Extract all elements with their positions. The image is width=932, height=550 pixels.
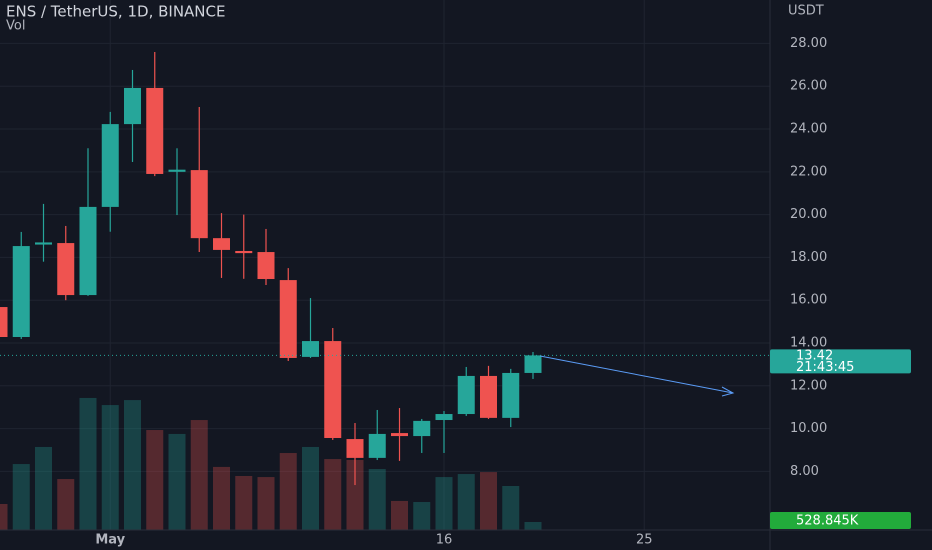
volume-bar [124, 400, 141, 530]
volume-bar [524, 522, 542, 530]
price-axis: 8.00 10.00 12.00 14.00 16.00 18.00 20.00 22.00 2… [770, 36, 911, 529]
last-price-label: 13.42 [796, 348, 833, 363]
volume-bar [35, 446, 52, 530]
candle-body [457, 375, 475, 415]
candle-body [324, 341, 342, 438]
candles [0, 51, 542, 486]
candle-body [124, 87, 141, 125]
y-tick-label: 26.00 [790, 79, 827, 94]
volume-bar [302, 446, 319, 530]
volume-bar [502, 485, 520, 530]
candle-body [0, 307, 8, 338]
x-tick-label: May [95, 533, 125, 548]
candle-body [79, 206, 97, 296]
candle-body [146, 87, 164, 174]
y-tick-label: 8.00 [790, 464, 819, 479]
candle-body [346, 439, 364, 458]
volume-bar [235, 476, 253, 530]
volume-bar [324, 459, 342, 530]
volume-bar [368, 469, 386, 530]
trend-arrow [539, 355, 734, 394]
volume-bar [57, 479, 75, 530]
countdown-label: 21:43:45 [796, 360, 854, 375]
y-tick-label: 22.00 [790, 164, 827, 179]
x-tick-label: 25 [636, 533, 653, 548]
candle-body [502, 372, 520, 418]
last-volume-label: 528.845K [796, 514, 859, 529]
volume-bar [190, 420, 208, 530]
volume-bar [391, 500, 408, 530]
last-volume-box [770, 512, 911, 529]
candle-body [302, 341, 319, 357]
volume-bar [413, 502, 431, 530]
volume-bar [480, 472, 497, 530]
axis-label: USDT [788, 4, 824, 19]
volume-bar [435, 477, 453, 530]
y-tick-label: 16.00 [790, 293, 827, 308]
last-price-box [770, 349, 911, 374]
volume-bar [257, 477, 275, 530]
candle-body [235, 250, 253, 254]
volume-bar [101, 405, 119, 530]
candle-body [57, 243, 75, 296]
candle-body [168, 169, 186, 172]
chart-title: ENS / TetherUS, 1D, BINANCE [6, 3, 225, 21]
x-tick-label: 16 [436, 533, 453, 548]
y-tick-label: 20.00 [790, 207, 827, 222]
volume-bar [146, 430, 164, 530]
candle-body [435, 414, 453, 421]
candle-body [279, 280, 297, 358]
candle-body [480, 375, 497, 418]
volume-bar [79, 397, 97, 530]
volume-bar [457, 474, 475, 530]
candle-body [257, 252, 275, 280]
candle-body [213, 238, 230, 250]
y-tick-label: 18.00 [790, 250, 827, 265]
trend-arrow-head [721, 386, 735, 397]
y-tick-label: 28.00 [790, 36, 827, 51]
candle-body [190, 170, 208, 239]
y-tick-label: 10.00 [790, 421, 827, 436]
volume-bar [346, 459, 364, 530]
candle-body [35, 242, 52, 245]
candle-body [101, 124, 119, 207]
candle-body [12, 246, 30, 338]
y-tick-label: 12.00 [790, 378, 827, 393]
volume-bar [213, 466, 230, 530]
volume-pane [0, 397, 542, 530]
grid [0, 0, 770, 530]
y-tick-label: 24.00 [790, 122, 827, 137]
volume-bar [0, 503, 8, 530]
candle-body [524, 355, 542, 373]
y-tick-label: 14.00 [790, 335, 827, 350]
volume-bar [168, 433, 186, 530]
candle-body [368, 433, 386, 458]
volume-bar [12, 464, 30, 530]
volume-bar [279, 453, 297, 530]
volume-title: Vol [6, 19, 25, 34]
candle-body [413, 420, 431, 437]
candle-body [391, 433, 408, 437]
